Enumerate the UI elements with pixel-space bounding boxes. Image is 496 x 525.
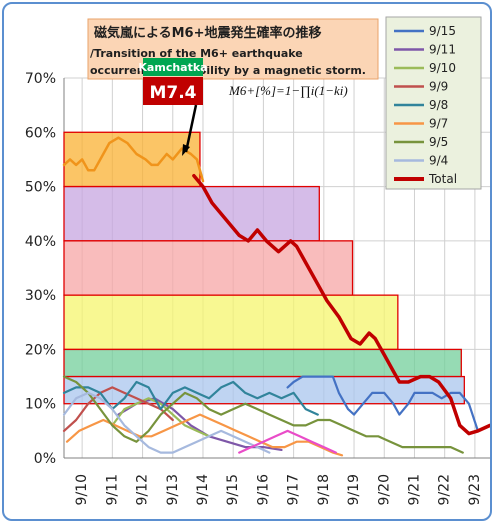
y-tick-label: 30%: [25, 288, 56, 304]
series-lines: [62, 136, 492, 457]
title-english-line2: occurrence probability by a magnetic sto…: [90, 64, 366, 77]
series-line-orange-over: [62, 136, 205, 183]
annotation-magnitude: M7.4: [149, 83, 196, 103]
series-line-9-5: [62, 375, 464, 454]
annotation-place-box: [143, 58, 203, 76]
x-tick-label: 9/21: [406, 474, 422, 505]
legend-label: Total: [428, 172, 457, 186]
legend-label: 9/7: [429, 117, 448, 131]
y-tick-label: 60%: [25, 125, 56, 141]
probability-band: [63, 294, 399, 351]
y-tick-label: 40%: [25, 234, 56, 250]
annotation-arrowhead: [182, 144, 190, 156]
y-tick-label: 20%: [25, 342, 56, 358]
chart-frame: 0% 10% 20% 30% 40% 50% 60% 70% 9/10 9/11 9/12 9/13…: [2, 2, 492, 521]
title-japanese: 磁気嵐によるM6+地震発生確率の推移: [94, 25, 322, 41]
x-tick-label: 9/18: [316, 474, 332, 505]
annotation-place: Kamchatka: [138, 61, 207, 74]
series-line-total: [192, 173, 492, 436]
probability-band: [63, 131, 201, 188]
y-tick-label: 0%: [34, 451, 56, 467]
probability-band: [63, 240, 354, 296]
x-tick-label: 9/19: [346, 474, 362, 505]
probability-band: [63, 185, 320, 242]
series-line-9-15: [286, 375, 479, 432]
title-english-line1: /Transition of the M6+ earthquake: [90, 47, 303, 60]
legend: 9/15 9/11 9/10 9/9 9/8 9/7 9/5 9/4 Total: [385, 16, 482, 190]
series-line-pink: [238, 429, 337, 454]
x-tick-label: 9/11: [104, 474, 120, 505]
y-axis: 0% 10% 20% 30% 40% 50% 60% 70%: [25, 71, 56, 467]
series-line-9-10: [111, 397, 211, 438]
formula: M6+[%]=1−∏i(1−ki): [228, 83, 348, 98]
y-tick-label: 70%: [25, 71, 56, 87]
x-tick-label: 9/14: [195, 474, 211, 506]
series-line-9-8: [62, 380, 319, 416]
series-line-9-9: [62, 386, 174, 432]
y-tick-label: 50%: [25, 180, 56, 196]
legend-label: 9/11: [429, 43, 456, 57]
legend-label: 9/10: [429, 61, 456, 75]
x-tick-label: 9/13: [165, 474, 181, 505]
legend-label: 9/4: [429, 154, 448, 168]
series-line-9-7: [65, 413, 344, 457]
x-axis: 9/10 9/11 9/12 9/13 9/14 9/15 9/16 9/17 9/18 9/19…: [74, 474, 483, 506]
x-tick-label: 9/15: [225, 474, 241, 505]
legend-label: 9/15: [429, 24, 456, 38]
x-tick-label: 9/16: [255, 474, 271, 506]
title-box: [87, 18, 379, 80]
x-tick-label: 9/23: [467, 474, 483, 505]
legend-label: 9/9: [429, 80, 448, 94]
x-tick-label: 9/12: [135, 474, 151, 505]
series-line-9-4: [62, 391, 271, 454]
series-line-9-11: [117, 397, 283, 451]
legend-label: 9/8: [429, 98, 448, 112]
legend-label: 9/5: [429, 135, 448, 149]
probability-band: [63, 348, 462, 378]
annotation-arrow: [184, 104, 198, 153]
probability-bands: [63, 131, 465, 405]
annotation-magnitude-box: [143, 77, 203, 105]
x-tick-label: 9/17: [286, 474, 302, 505]
x-tick-label: 9/22: [437, 474, 453, 505]
y-tick-label: 10%: [25, 397, 56, 413]
x-tick-label: 9/20: [376, 474, 392, 505]
chart-canvas: 0% 10% 20% 30% 40% 50% 60% 70% 9/10 9/11 9/12 9/13…: [25, 16, 492, 506]
x-tick-label: 9/10: [74, 474, 90, 505]
